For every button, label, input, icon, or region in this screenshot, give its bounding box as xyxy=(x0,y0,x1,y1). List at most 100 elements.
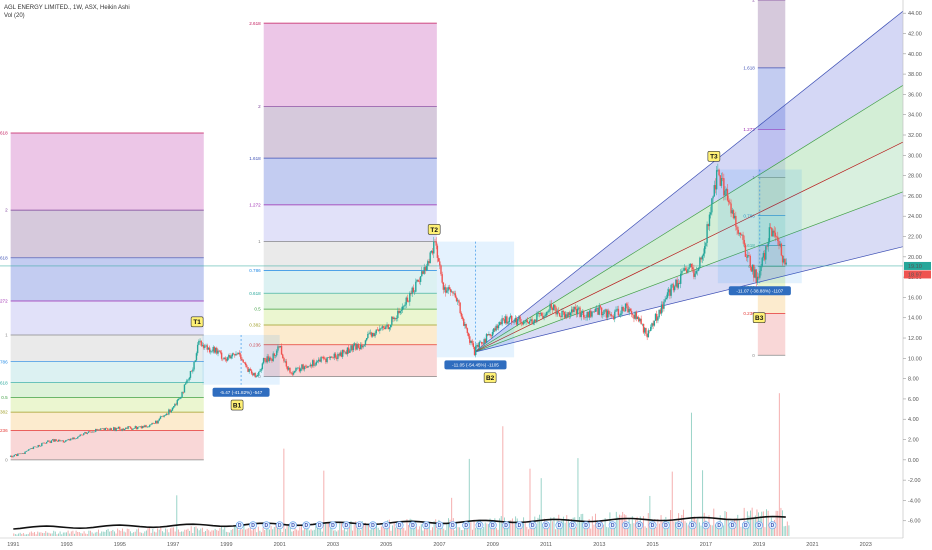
volume-bar xyxy=(392,525,393,536)
candle-body xyxy=(121,428,123,431)
candle-body xyxy=(592,311,594,313)
candle-body xyxy=(332,357,334,359)
volume-bar xyxy=(205,530,207,536)
candle-body xyxy=(558,312,561,317)
candle-body xyxy=(611,316,614,317)
candle-body xyxy=(502,318,505,320)
fib-level-label: 0.786 xyxy=(0,359,8,364)
volume-bar xyxy=(121,528,123,536)
candle-body xyxy=(449,289,452,292)
candle-body xyxy=(453,293,455,294)
candle-body xyxy=(291,373,294,375)
volume-bar xyxy=(393,522,395,536)
candle-body xyxy=(549,303,551,311)
volume-bar xyxy=(631,516,633,536)
volume-bar xyxy=(396,525,398,536)
candle-body xyxy=(598,305,600,315)
candle-body xyxy=(264,358,266,360)
volume-bar xyxy=(326,522,328,536)
volume-bar xyxy=(537,517,539,536)
volume-bar xyxy=(440,524,441,536)
volume-bar xyxy=(129,531,131,536)
candle-body xyxy=(423,267,425,274)
candle-body xyxy=(629,308,632,311)
measure-label-box xyxy=(728,286,791,296)
candle-body xyxy=(699,257,701,268)
volume-bar xyxy=(698,522,700,536)
candle-body xyxy=(724,190,726,196)
candle-body xyxy=(98,429,101,431)
candle-body xyxy=(421,271,423,277)
volume-bar xyxy=(369,529,371,536)
volume-bar xyxy=(518,524,520,536)
dividend-marker xyxy=(369,521,377,530)
volume-bar xyxy=(737,514,739,536)
candle-body xyxy=(182,391,184,393)
volume-bar xyxy=(265,527,267,536)
candle-body xyxy=(560,316,562,318)
marker-t1: T1 xyxy=(190,316,204,328)
candle-body xyxy=(681,270,683,274)
candle-body xyxy=(222,358,224,360)
candle-body xyxy=(780,243,783,256)
candle-body xyxy=(175,404,177,405)
dividend-marker xyxy=(635,521,644,530)
candle-body xyxy=(612,316,615,320)
volume-bar xyxy=(109,531,111,536)
volume-bar xyxy=(713,508,715,536)
candle-body xyxy=(109,428,111,431)
candle-body xyxy=(410,293,412,294)
prev-close-label: 18.97 xyxy=(908,272,922,278)
candle-body xyxy=(593,311,596,313)
dividend-marker xyxy=(475,521,484,530)
candle-body xyxy=(785,262,787,265)
candle-body xyxy=(735,215,737,227)
candle-body xyxy=(471,340,473,344)
candle-body xyxy=(578,307,580,309)
candle-body xyxy=(310,364,313,367)
candle-body xyxy=(211,351,213,352)
dividend-marker xyxy=(382,521,391,530)
volume-bar xyxy=(788,525,790,536)
fib-zone xyxy=(10,361,204,383)
candle-body xyxy=(330,356,332,358)
measure-box-1: -5.47 (-41.82%) -547 xyxy=(202,334,280,397)
volume-bar xyxy=(241,529,243,536)
candle-body xyxy=(556,310,558,315)
volume-bar xyxy=(307,527,309,536)
candle-body xyxy=(45,441,48,444)
price-tick-label: 12.00 xyxy=(908,336,922,342)
candle-body xyxy=(703,246,706,254)
candle-body xyxy=(47,440,49,442)
candle-body xyxy=(181,391,183,397)
candle-body xyxy=(277,346,279,351)
candle-body xyxy=(706,224,708,243)
candle-body xyxy=(657,317,659,321)
candle-body xyxy=(427,261,429,266)
candle-body xyxy=(14,454,17,455)
volume-bar xyxy=(657,519,659,536)
volume-bar xyxy=(256,532,258,536)
candle-body xyxy=(18,453,20,455)
candle-body xyxy=(445,287,447,293)
candle-body xyxy=(131,428,133,430)
dividend-marker-label: D xyxy=(278,523,282,529)
candle-body xyxy=(554,304,556,308)
candle-body xyxy=(56,440,59,442)
candle-body xyxy=(89,431,91,432)
dividend-marker-label: D xyxy=(384,523,388,529)
fib-zone xyxy=(10,257,204,302)
candle-body xyxy=(591,311,593,317)
candle-body xyxy=(229,355,231,359)
candle-body xyxy=(267,356,270,361)
fib-level-label: 0.618 xyxy=(743,243,755,248)
volume-bar xyxy=(24,534,26,536)
volume-bar xyxy=(593,524,595,536)
time-axis-background xyxy=(0,538,903,550)
candle-body xyxy=(230,356,232,359)
volume-bar xyxy=(684,521,686,536)
candle-body xyxy=(766,246,768,247)
volume-bar xyxy=(412,522,414,536)
candle-body xyxy=(258,371,260,376)
